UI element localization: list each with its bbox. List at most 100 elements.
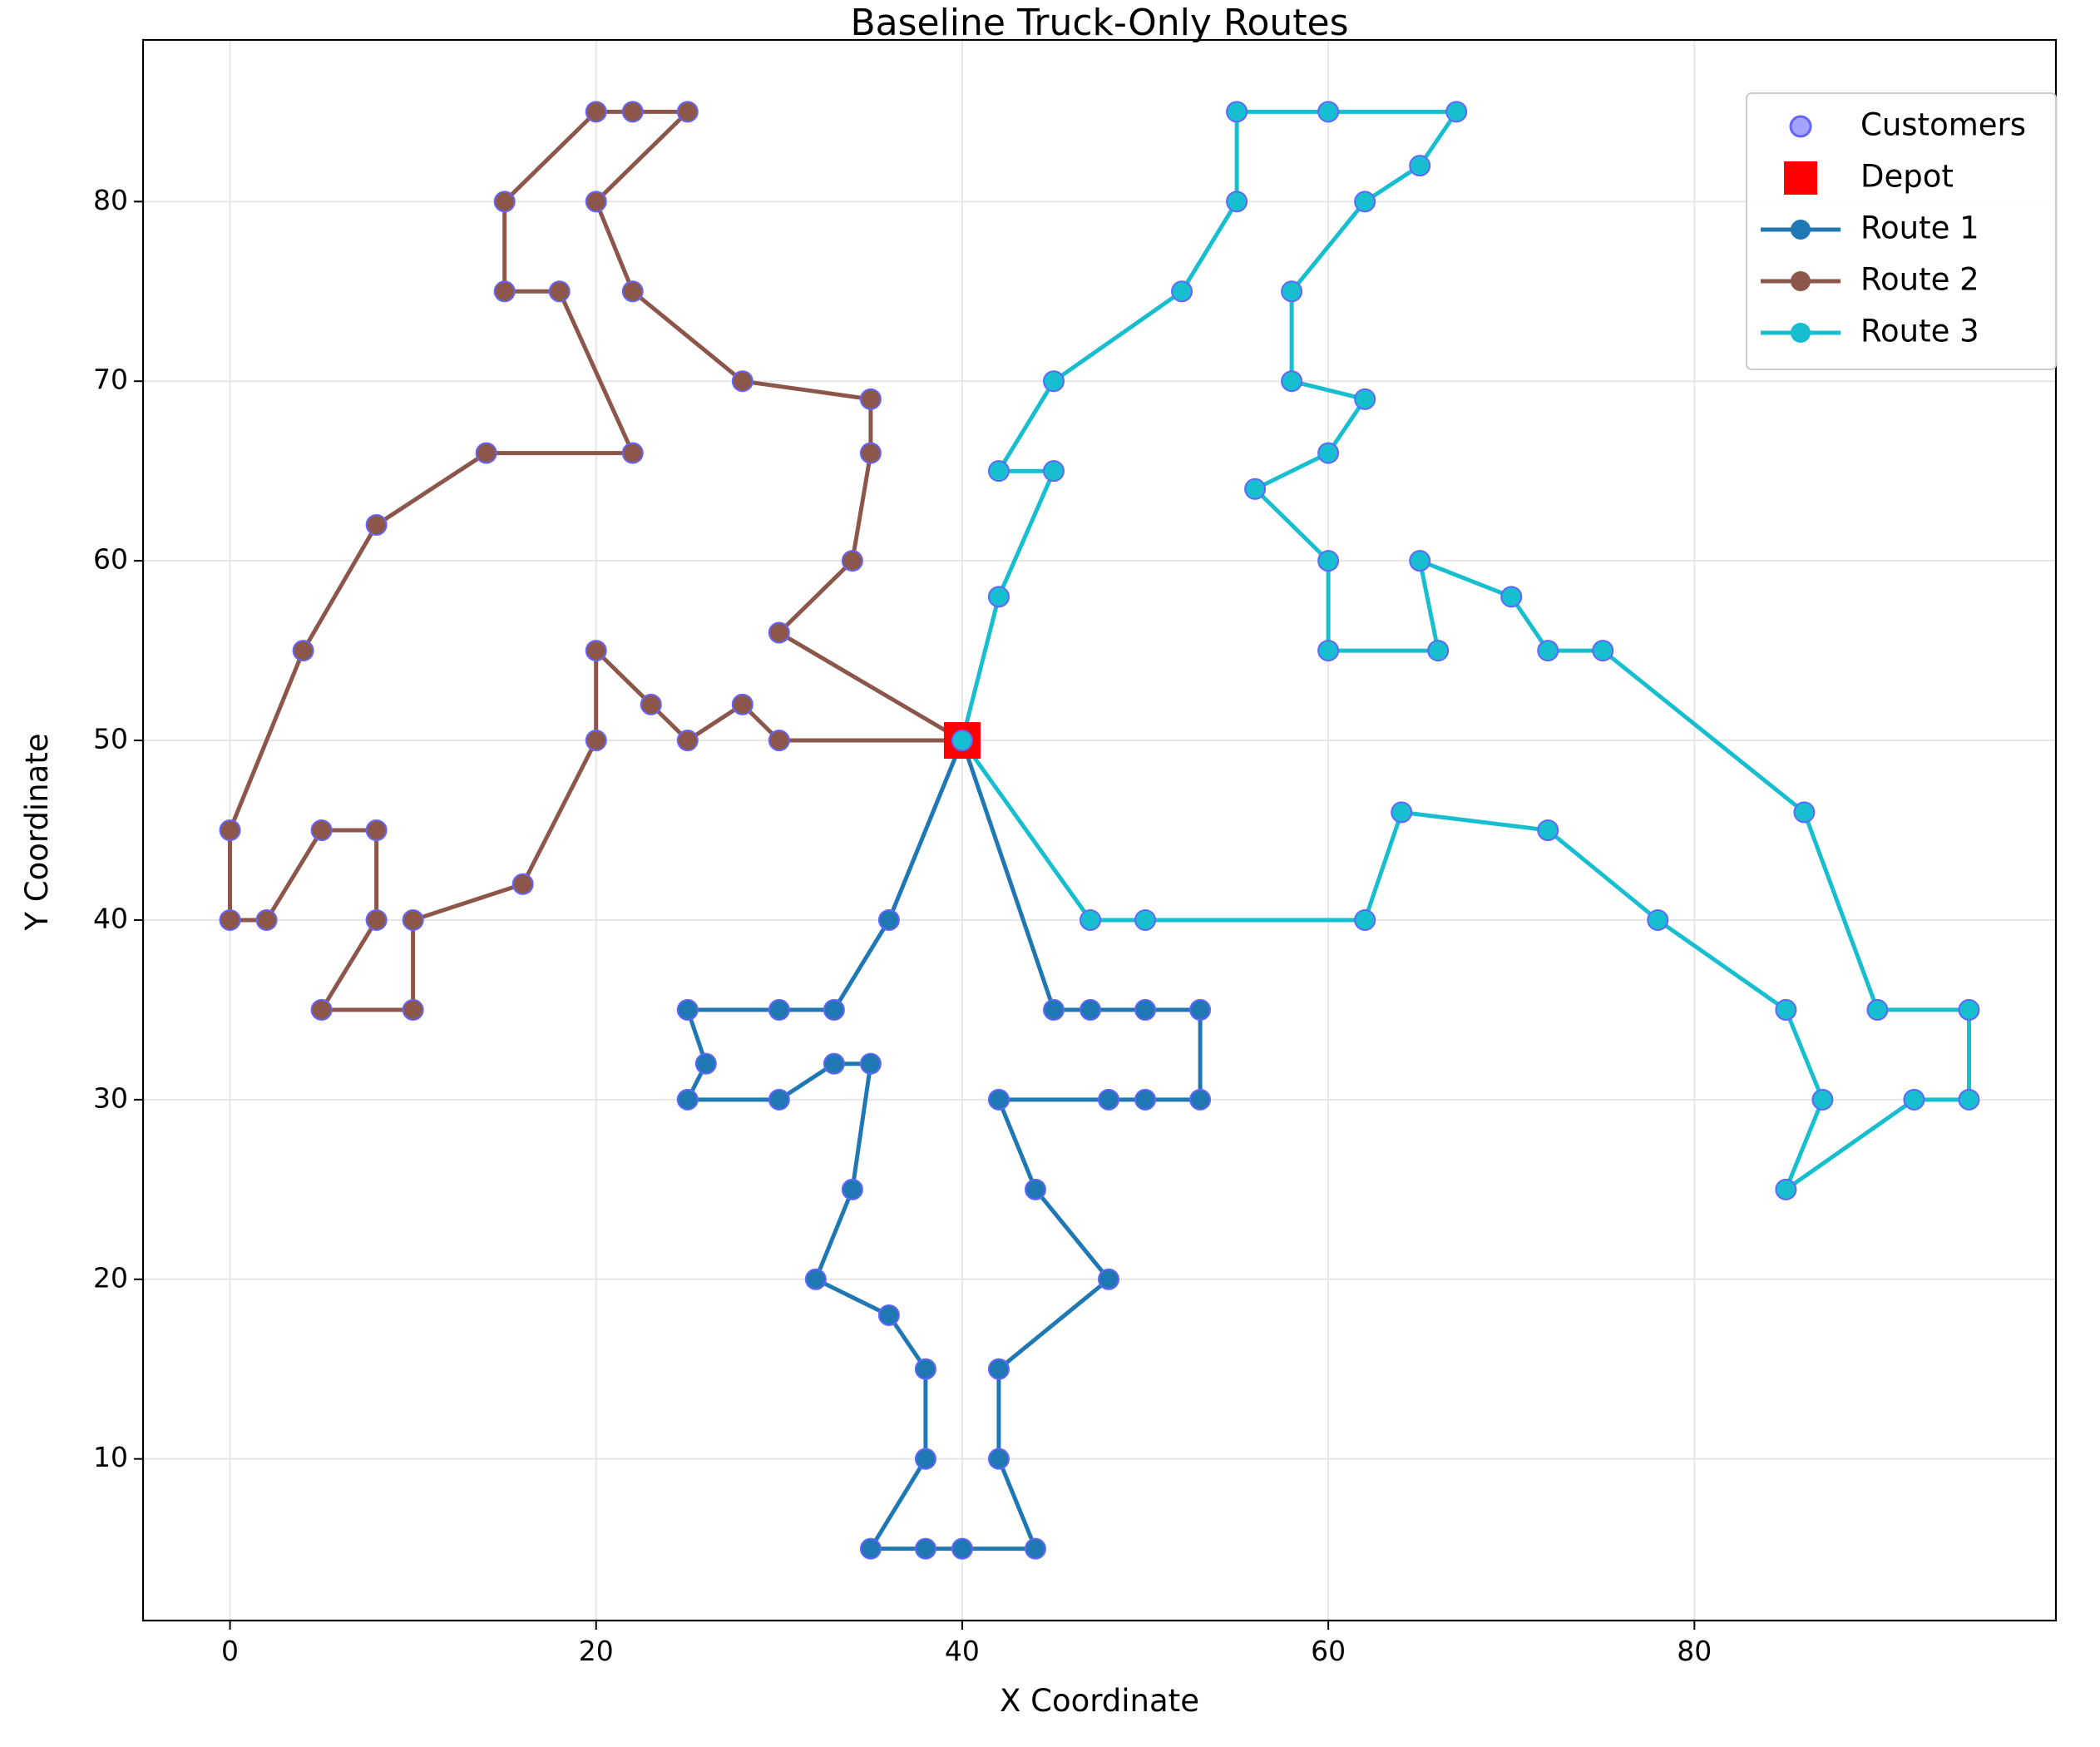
x-tick-label: 0 [221, 1635, 239, 1667]
legend-label: Depot [1860, 159, 1954, 195]
y-tick-label: 40 [93, 902, 128, 934]
legend-customers-marker [1789, 115, 1812, 138]
customer-point [1866, 998, 1889, 1021]
x-tick-label: 80 [1677, 1635, 1712, 1667]
customer-point [365, 819, 388, 841]
customer-point [1226, 191, 1248, 213]
depot-layer [943, 722, 981, 760]
customer-point [402, 998, 424, 1021]
customer-point [1958, 998, 1980, 1021]
customer-point [1098, 1268, 1120, 1290]
customer-point [676, 998, 699, 1021]
customer-point [1775, 1178, 1797, 1200]
x-tick-label: 40 [945, 1635, 980, 1667]
y-tick-label: 10 [93, 1441, 128, 1473]
customer-point [1317, 640, 1340, 662]
customer-point [768, 1088, 790, 1111]
customer-point [1171, 280, 1193, 303]
customer-point [1317, 101, 1340, 123]
customer-point [1409, 155, 1431, 177]
customer-point [1427, 640, 1450, 662]
legend-item-depot: Depot [1784, 159, 1954, 195]
customer-point [1409, 550, 1431, 572]
customer-point [548, 280, 571, 303]
customer-point [1079, 998, 1101, 1021]
customer-point [859, 442, 882, 464]
y-tick-label: 70 [93, 364, 128, 396]
customer-point [1958, 1088, 1980, 1111]
customer-point [310, 819, 333, 841]
customer-point [1281, 280, 1303, 303]
customer-point [951, 1537, 973, 1560]
customer-point [1244, 478, 1267, 500]
customer-point [1281, 370, 1303, 393]
customer-point [585, 730, 607, 752]
customer-point [365, 908, 388, 931]
x-tick-label: 60 [1311, 1635, 1346, 1667]
legend-item-route-3: Route 3 [1761, 314, 1979, 349]
y-tick-label: 50 [93, 723, 128, 755]
legend-item-route-1: Route 1 [1761, 210, 1979, 246]
customer-point [511, 873, 534, 895]
customer-point [1042, 998, 1065, 1021]
legend-label: Customers [1860, 107, 2026, 143]
customer-point [768, 621, 790, 644]
customer-point [731, 370, 754, 393]
route-2-group [219, 101, 973, 1021]
legend-label: Route 2 [1860, 262, 1979, 298]
customer-point [914, 1537, 936, 1560]
customer-point [621, 442, 644, 464]
customer-point [987, 1088, 1010, 1111]
customer-point [1134, 1088, 1157, 1111]
legend-item-customers: Customers [1789, 107, 2026, 143]
customer-point [1317, 550, 1340, 572]
customer-point [823, 1052, 845, 1075]
customer-point [877, 908, 900, 931]
customer-point [475, 442, 497, 464]
legend-label: Route 3 [1860, 314, 1979, 349]
gridlines [143, 40, 2056, 1621]
axis-ticks: 0 20 40 60 80 10 20 30 40 50 60 70 80 [93, 184, 1712, 1667]
legend-line-marker [1791, 220, 1811, 240]
customer-point [841, 1178, 863, 1200]
y-tick-label: 30 [93, 1081, 128, 1114]
customer-point [841, 550, 863, 572]
customer-point [823, 998, 845, 1021]
customer-point [1354, 388, 1376, 410]
customer-point [1024, 1537, 1046, 1560]
customer-point [1903, 1088, 1925, 1111]
customer-point [1354, 908, 1376, 931]
customer-point [877, 1304, 900, 1326]
plot-frame [141, 38, 2058, 1622]
depot-route-point [951, 730, 973, 752]
customer-point [1500, 586, 1523, 608]
customer-point [1445, 101, 1468, 123]
customer-point [859, 1537, 882, 1560]
customer-point [676, 101, 699, 123]
customer-point [987, 1358, 1010, 1380]
y-tick-label: 60 [93, 543, 128, 576]
legend-box [1746, 92, 2057, 370]
customer-point [694, 1052, 717, 1075]
customer-point [365, 513, 388, 536]
customer-point [768, 998, 790, 1021]
legend-label: Route 1 [1860, 210, 1979, 246]
legend-line-marker [1791, 271, 1811, 291]
customer-point [1189, 1088, 1212, 1111]
customer-point [1042, 370, 1065, 393]
customer-point [585, 640, 607, 662]
customer-point [987, 460, 1010, 483]
customer-point [1226, 101, 1248, 123]
customer-point [1647, 908, 1669, 931]
customer-point [804, 1268, 827, 1290]
customer-point [585, 191, 607, 213]
customer-point [1354, 191, 1376, 213]
customer-point [1189, 998, 1212, 1021]
legend: Customers Depot Route 1 Route 2 Route 3 [1746, 92, 2057, 370]
customer-point [292, 640, 314, 662]
customer-point [1024, 1178, 1046, 1200]
customer-point [676, 730, 699, 752]
customer-point [1317, 442, 1340, 464]
customer-point [493, 280, 516, 303]
